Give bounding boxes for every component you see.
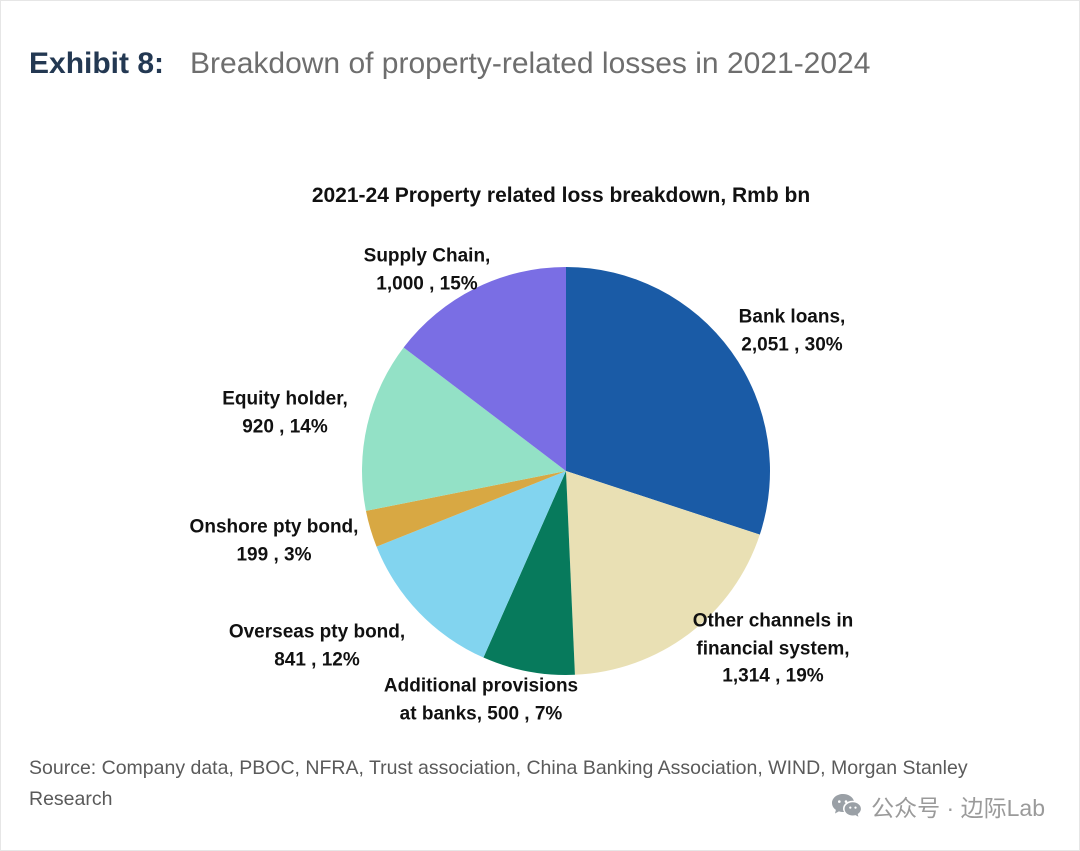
chart-title: 2021-24 Property related loss breakdown,… bbox=[311, 184, 811, 207]
exhibit-header: Exhibit 8: Breakdown of property-related … bbox=[29, 35, 1029, 94]
pie-label-overseas-pty-bond: Overseas pty bond, 841 , 12% bbox=[228, 621, 406, 670]
pie-label-equity-holder: Equity holder, 920 , 14% bbox=[222, 388, 348, 437]
source-note: Source: Company data, PBOC, NFRA, Trust … bbox=[29, 757, 968, 811]
pie-slice-overseas-pty-bond bbox=[376, 471, 566, 658]
watermark: 公众号 · 边际Lab bbox=[831, 789, 1045, 823]
pie-label-supply-chain: Supply Chain, 1,000 , 15% bbox=[363, 245, 491, 294]
pie-chart bbox=[362, 267, 770, 675]
exhibit-label: Exhibit 8: bbox=[29, 47, 165, 80]
pie-slice-supply-chain bbox=[403, 267, 566, 471]
watermark-text: 公众号 · 边际Lab bbox=[871, 795, 1045, 821]
pie-label-onshore-pty-bond: Onshore pty bond, 199 , 3% bbox=[189, 516, 359, 565]
pie-label-additional-provisions-at-banks: Additional provisions at banks, 500 , 7% bbox=[383, 675, 579, 724]
pie-slice-other-channels-in-financial-system bbox=[566, 471, 760, 675]
wechat-icon bbox=[832, 793, 862, 817]
pie-label-other-channels-in-financial-system: Other channels in financial system, 1,314 … bbox=[692, 610, 854, 687]
pie-slice-bank-loans bbox=[566, 267, 770, 535]
pie-slice-additional-provisions-at-banks bbox=[483, 471, 575, 675]
pie-slice-onshore-pty-bond bbox=[365, 471, 566, 547]
pie-label-bank-loans: Bank loans, 2,051 , 30% bbox=[738, 306, 846, 355]
pie-slice-equity-holder bbox=[362, 347, 566, 511]
exhibit-title: Breakdown of property-related losses in … bbox=[190, 47, 871, 80]
